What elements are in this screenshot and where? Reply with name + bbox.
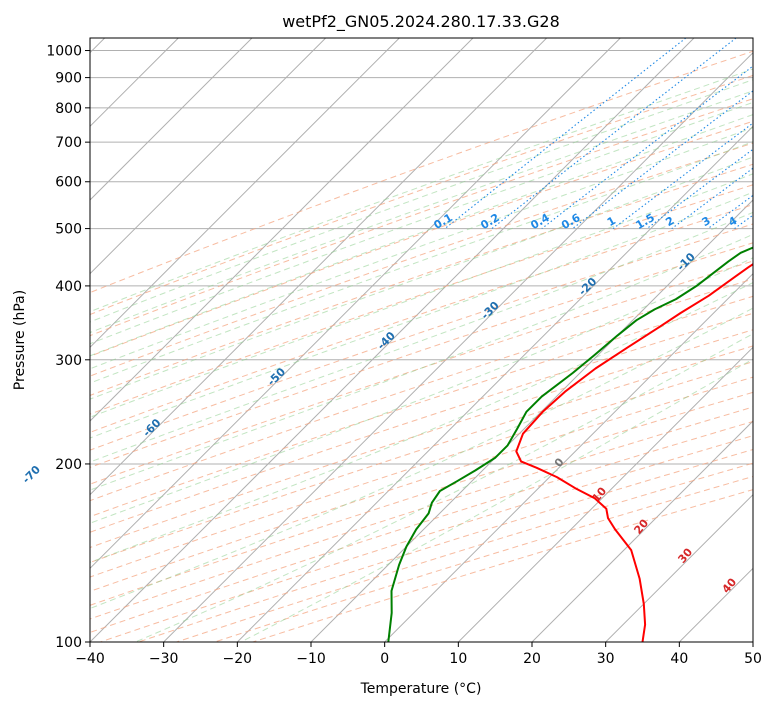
x-axis-label: Temperature (°C) bbox=[360, 681, 482, 697]
y-axis-label: Pressure (hPa) bbox=[12, 290, 28, 390]
isotherm-line bbox=[90, 38, 474, 422]
dry-adiabat bbox=[90, 361, 753, 578]
x-tick-label: 30 bbox=[597, 651, 615, 667]
x-tick-label: −40 bbox=[75, 651, 105, 667]
x-tick-label: 40 bbox=[670, 651, 688, 667]
x-tick-label: 50 bbox=[744, 651, 762, 667]
x-tick-label: 0 bbox=[380, 651, 389, 667]
dry-adiabat bbox=[90, 278, 753, 502]
isotherm-line bbox=[531, 420, 753, 642]
x-tick-label: −30 bbox=[149, 651, 179, 667]
axes: −40 −30 −20 −10 0 10 20 30 40 50 100 200 300 400 500 60… bbox=[46, 44, 762, 667]
moist-adiabat bbox=[90, 90, 753, 334]
isotherm-line bbox=[90, 38, 548, 496]
x-tick-label: −20 bbox=[223, 651, 253, 667]
y-tick-label: 300 bbox=[55, 353, 82, 369]
temperature-profile bbox=[515, 262, 753, 642]
isotherm-line bbox=[90, 38, 253, 201]
y-tick-label: 600 bbox=[55, 175, 82, 191]
moist-adiabat bbox=[135, 333, 753, 642]
moist-adiabat bbox=[90, 127, 753, 370]
moist-adiabat bbox=[90, 141, 753, 384]
x-tick-label: 10 bbox=[449, 651, 467, 667]
background-lines bbox=[90, 38, 753, 642]
mixing-ratio-line bbox=[541, 65, 753, 230]
y-tick-label: 800 bbox=[55, 101, 82, 117]
dry-adiabat bbox=[90, 223, 753, 451]
mixing-ratio-line bbox=[572, 90, 753, 230]
moist-adiabat bbox=[90, 257, 753, 524]
dry-adiabat bbox=[90, 312, 753, 533]
isotherm-line bbox=[384, 272, 753, 642]
y-tick-label: 700 bbox=[55, 135, 82, 151]
y-tick-label: 200 bbox=[55, 457, 82, 473]
isotherm-line bbox=[90, 38, 327, 275]
dry-adiabat bbox=[90, 184, 753, 415]
moist-adiabat bbox=[90, 173, 753, 418]
dewpoint-profile bbox=[387, 246, 753, 642]
moist-adiabat bbox=[90, 79, 753, 323]
isotherm-line bbox=[90, 38, 695, 642]
moist-adiabat bbox=[90, 156, 753, 400]
isotherm-line bbox=[90, 38, 400, 349]
y-tick-label: 1000 bbox=[46, 44, 82, 60]
dry-adiabat bbox=[90, 98, 753, 337]
dry-adiabat bbox=[90, 163, 753, 396]
y-tick-label: 400 bbox=[55, 279, 82, 295]
y-tick-label: 500 bbox=[55, 222, 82, 238]
y-tick-label: 900 bbox=[55, 71, 82, 87]
dry-adiabat bbox=[90, 142, 753, 377]
plot-frame bbox=[89, 37, 754, 643]
dry-adiabat bbox=[90, 50, 753, 294]
moist-adiabat bbox=[240, 358, 753, 642]
moist-adiabat bbox=[90, 233, 753, 491]
moist-adiabat bbox=[90, 68, 753, 313]
isotherm-line bbox=[163, 51, 753, 642]
y-tick-label: 100 bbox=[55, 635, 82, 651]
dry-adiabat bbox=[90, 391, 753, 606]
moist-adiabat bbox=[90, 211, 753, 463]
profiles bbox=[387, 246, 753, 642]
isotherm-line bbox=[605, 493, 753, 642]
isotherm-line bbox=[236, 125, 753, 642]
moist-adiabat bbox=[90, 282, 753, 563]
isotherm-line bbox=[90, 38, 621, 570]
dry-adiabat bbox=[90, 260, 753, 485]
dry-adiabat bbox=[90, 120, 753, 357]
isotherm-line bbox=[457, 346, 753, 642]
x-tick-label: −10 bbox=[296, 651, 326, 667]
dry-adiabat bbox=[90, 329, 753, 549]
chart-title: wetPf2_GN05.2024.280.17.33.G28 bbox=[282, 12, 560, 32]
moist-adiabat bbox=[90, 114, 753, 357]
dry-adiabat bbox=[90, 74, 753, 316]
mixing-ratio-line bbox=[671, 167, 753, 230]
x-tick-label: 20 bbox=[523, 651, 541, 667]
